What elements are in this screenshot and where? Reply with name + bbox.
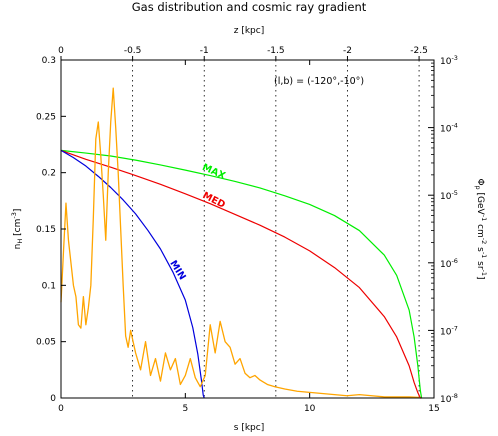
top-tick-label: -0.5 bbox=[124, 46, 142, 56]
y-tick-label: 0 bbox=[50, 394, 56, 404]
series-layer bbox=[60, 87, 423, 399]
x-axis-label: s [kpc] bbox=[234, 423, 264, 433]
y-tick-label: 0.25 bbox=[36, 112, 56, 122]
y2-axis-label: Φp [GeV-1 cm-2 s-1 sr-1] bbox=[474, 178, 488, 279]
y-tick-label: 0.3 bbox=[42, 56, 56, 66]
x-tick-label: 15 bbox=[428, 404, 439, 414]
series-line-med bbox=[60, 149, 422, 399]
top-tick-label: -2.5 bbox=[410, 46, 428, 56]
top-tick-label: 0 bbox=[58, 46, 64, 56]
top-tick-label: -1 bbox=[200, 46, 209, 56]
axes: 0 5 10 15 0 -0.5 -1 -1.5 -2 -2.5 0 0.05 0.1 0.15 0.2 0.… bbox=[36, 46, 458, 414]
chart-title: Gas distribution and cosmic ray gradient bbox=[132, 0, 367, 14]
series-line-nh bbox=[60, 87, 420, 399]
x-tick-label: 5 bbox=[182, 404, 188, 414]
y-tick-label: 0.2 bbox=[42, 169, 56, 179]
y-tick-label: 0.05 bbox=[36, 338, 56, 348]
series-line-min bbox=[60, 149, 205, 399]
top-tick-label: -2 bbox=[343, 46, 352, 56]
x-tick-label: 10 bbox=[304, 404, 316, 414]
x-tick-label: 0 bbox=[58, 404, 64, 414]
top-axis-label: z [kpc] bbox=[234, 26, 264, 36]
annotation-lb: (l,b) = (-120°,-10°) bbox=[274, 76, 364, 87]
series-line-max bbox=[60, 149, 423, 399]
top-tick-label: -1.5 bbox=[267, 46, 285, 56]
y-axis-label: nH [cm-3] bbox=[10, 209, 24, 250]
y-tick-label: 0.1 bbox=[42, 281, 56, 291]
grid-lines bbox=[132, 60, 420, 398]
y-tick-label: 0.15 bbox=[36, 225, 56, 235]
